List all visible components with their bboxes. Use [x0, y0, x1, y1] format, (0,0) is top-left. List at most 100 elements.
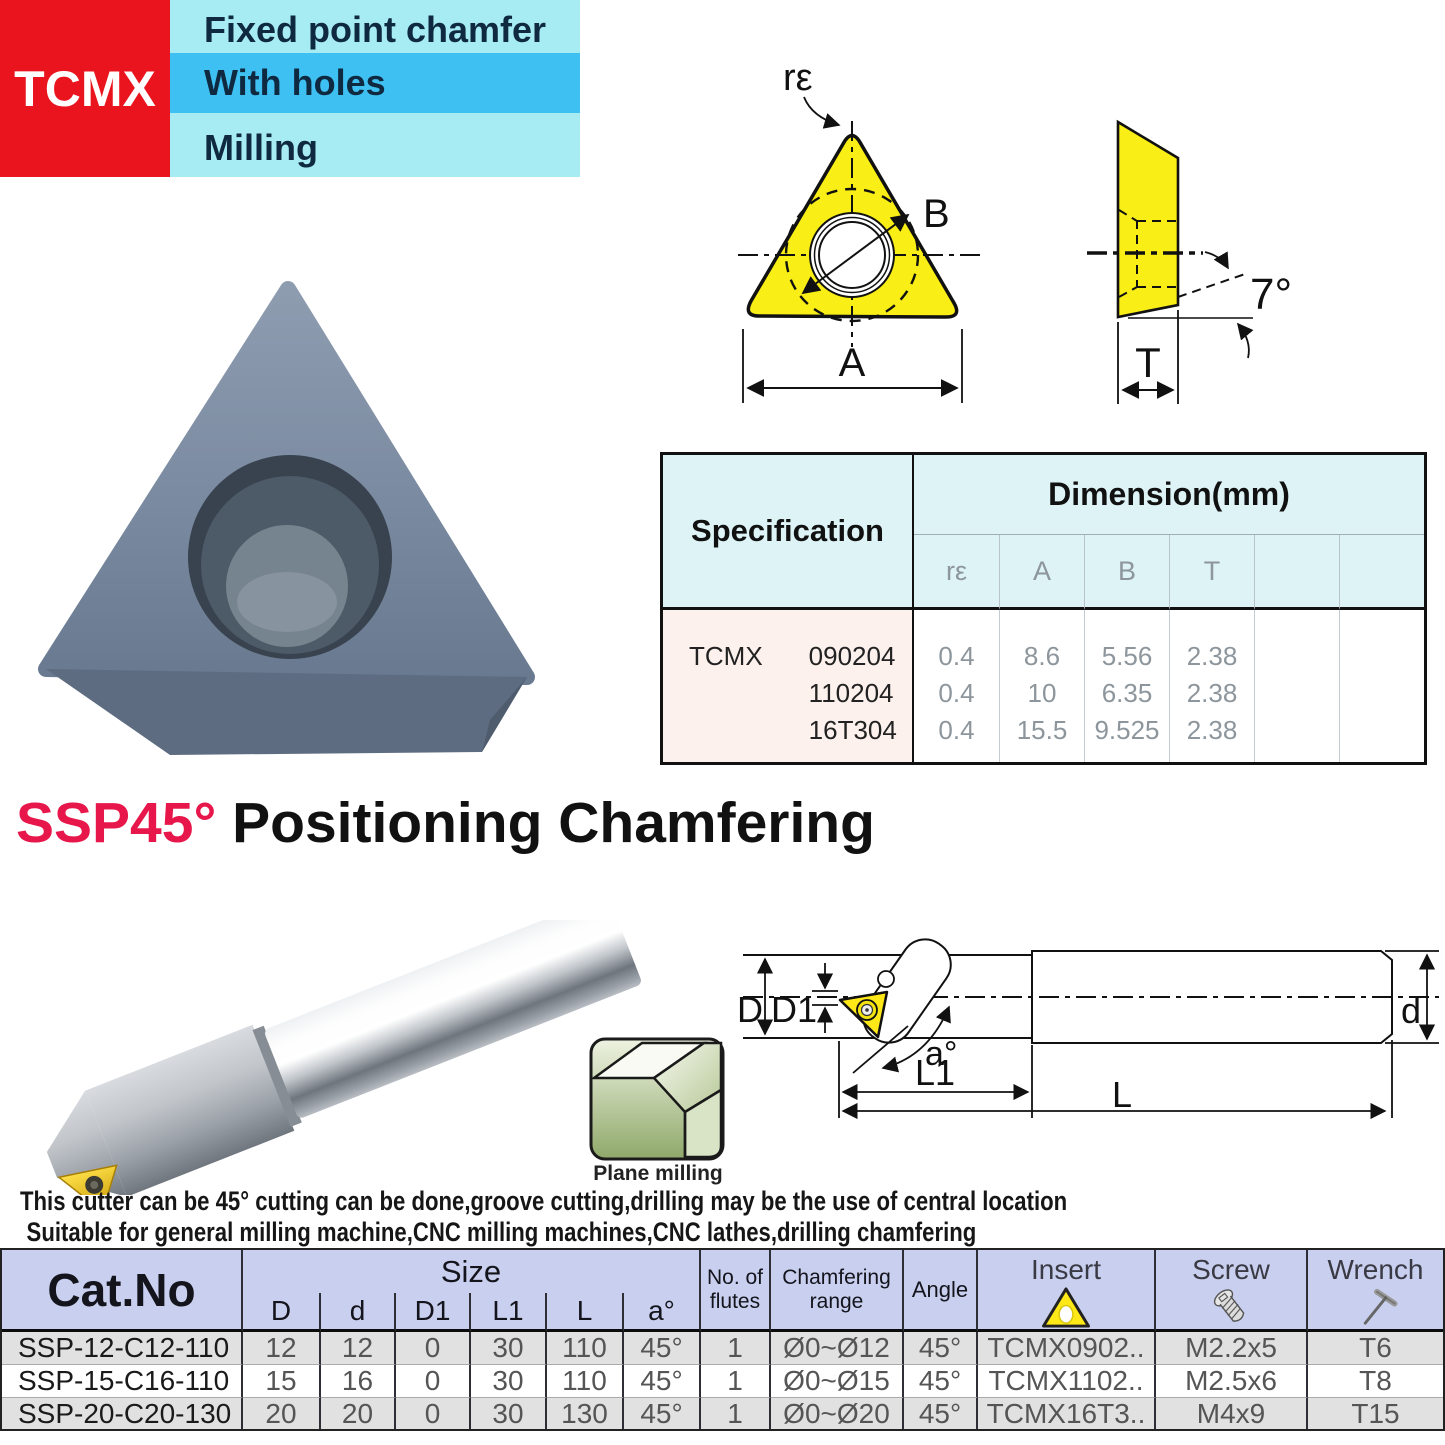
size-header: Size — [243, 1250, 701, 1293]
flutes-label-2: flutes — [709, 1289, 761, 1313]
spec-series: TCMX — [689, 641, 763, 671]
tool-photo — [46, 920, 641, 1195]
insert-side-diagram: 7° T — [1087, 119, 1292, 404]
spec-col-t: 2.38 2.38 2.38 — [1169, 610, 1254, 762]
cell-D: 12 — [243, 1332, 321, 1365]
l1-label: L1 — [915, 1052, 955, 1093]
spec-value: 5.56 — [1101, 641, 1153, 671]
cell-L1: 30 — [471, 1398, 547, 1429]
t-label: T — [1135, 339, 1161, 386]
cell-insert: TCMX1102.. — [978, 1365, 1156, 1398]
spec-value: 2.38 — [1186, 715, 1238, 745]
cell-L: 110 — [547, 1332, 624, 1365]
spec-codes: 090204 110204 16T304 — [809, 638, 897, 762]
spec-table: Specification Dimension(mm) rε A B T TCM… — [660, 452, 1427, 765]
cell-range: Ø0~Ø15 — [771, 1365, 904, 1398]
cell-screw: M4x9 — [1156, 1398, 1308, 1429]
feature-label: Milling — [204, 126, 318, 168]
spec-value: 2.38 — [1186, 678, 1238, 708]
insert-top-diagram: rε B A — [738, 57, 980, 403]
size-col-D1: D1 — [396, 1293, 471, 1332]
a-label: A — [839, 341, 866, 385]
spec-header: Specification — [663, 455, 914, 610]
cell-wrench: T8 — [1308, 1365, 1443, 1398]
section-heading: SSP45° Positioning Chamfering — [16, 790, 875, 856]
cell-L1: 30 — [471, 1332, 547, 1365]
spec-value: 2.38 — [1186, 641, 1238, 671]
cell-d: 20 — [321, 1398, 396, 1429]
spec-value: 6.35 — [1101, 678, 1153, 708]
cell-L: 130 — [547, 1398, 624, 1429]
cell-a: 45° — [624, 1398, 701, 1429]
cell-D1: 0 — [396, 1332, 471, 1365]
cell-D: 15 — [243, 1365, 321, 1398]
description: This cutter can be 45° cutting can be do… — [20, 1186, 1297, 1248]
size-col-d: d — [321, 1293, 396, 1332]
heading-rest: Positioning Chamfering — [216, 791, 875, 855]
l-label: L — [1112, 1074, 1132, 1115]
col-header-t: T — [1169, 535, 1254, 610]
description-line-2: Suitable for general milling machine,CNC… — [26, 1217, 977, 1247]
b-label: B — [923, 192, 950, 236]
cell-d: 16 — [321, 1365, 396, 1398]
spec-value: 0.4 — [938, 641, 975, 671]
insert-label: Insert — [1030, 1254, 1102, 1285]
plane-milling-icon — [589, 1037, 725, 1161]
cell-a: 45° — [624, 1365, 701, 1398]
dimension-header: Dimension(mm) — [914, 455, 1424, 535]
cell-screw: M2.5x6 — [1156, 1365, 1308, 1398]
col-header-a: A — [999, 535, 1084, 610]
range-label-2: range — [809, 1289, 864, 1313]
wrench-icon — [1363, 1288, 1397, 1325]
size-col-L1: L1 — [471, 1293, 547, 1332]
feature-bar-3: Milling — [170, 118, 580, 177]
cat-no-value: SSP-20-C20-130 — [2, 1398, 243, 1429]
size-col-D: D — [243, 1293, 321, 1332]
spec-value: 15.5 — [1016, 715, 1068, 745]
d-small-label: d — [1401, 990, 1421, 1031]
feature-bar-1: Fixed point chamfer — [170, 0, 580, 59]
col-header-re: rε — [914, 535, 999, 610]
feature-bar-2: With holes — [170, 53, 580, 113]
spec-value: 0.4 — [938, 715, 975, 745]
brand-code: TCMX — [14, 60, 156, 117]
cat-no-value: SSP-12-C12-110 — [2, 1332, 243, 1365]
cell-flutes: 1 — [701, 1332, 771, 1365]
cell-range: Ø0~Ø12 — [771, 1332, 904, 1365]
wrench-label: Wrench — [1327, 1254, 1424, 1285]
spec-col-a: 8.6 10 15.5 — [999, 610, 1084, 762]
feature-bars: Fixed point chamfer With holes Milling — [170, 0, 580, 177]
brand-code-badge: TCMX — [0, 0, 170, 177]
cell-a: 45° — [624, 1332, 701, 1365]
screw-header: Screw — [1156, 1250, 1308, 1332]
spec-col-re: 0.4 0.4 0.4 — [914, 610, 999, 762]
cell-screw: M2.2x5 — [1156, 1332, 1308, 1365]
d1-label: D1 — [771, 989, 817, 1030]
spec-value: 8.6 — [1023, 641, 1061, 671]
cell-L1: 30 — [471, 1365, 547, 1398]
angle-header: Angle — [904, 1250, 978, 1332]
angle-7-label: 7° — [1250, 270, 1292, 319]
cat-no-value: SSP-15-C16-110 — [2, 1365, 243, 1398]
cell-angle: 45° — [904, 1398, 978, 1429]
cell-wrench: T6 — [1308, 1332, 1443, 1365]
catalog-table: Cat.No Size D d D1 L1 L a° No. of flutes… — [0, 1248, 1445, 1431]
cell-flutes: 1 — [701, 1398, 771, 1429]
cell-insert: TCMX0902.. — [978, 1332, 1156, 1365]
cell-angle: 45° — [904, 1365, 978, 1398]
insert-icon — [1042, 1287, 1090, 1328]
feature-label: With holes — [204, 62, 386, 103]
cell-flutes: 1 — [701, 1365, 771, 1398]
spec-code: 16T304 — [808, 715, 897, 745]
re-label: rε — [783, 57, 813, 99]
wrench-header: Wrench — [1308, 1250, 1443, 1332]
plane-milling-caption: Plane milling — [593, 1162, 723, 1185]
spec-series-cell: TCMX 090204 110204 16T304 — [663, 610, 914, 762]
spec-value: 10 — [1027, 678, 1057, 708]
spec-value: 9.525 — [1094, 715, 1160, 745]
d-big-label: D — [737, 989, 763, 1030]
cell-wrench: T15 — [1308, 1398, 1443, 1429]
flutes-header: No. of flutes — [701, 1250, 771, 1332]
catno-header: Cat.No — [2, 1250, 243, 1332]
